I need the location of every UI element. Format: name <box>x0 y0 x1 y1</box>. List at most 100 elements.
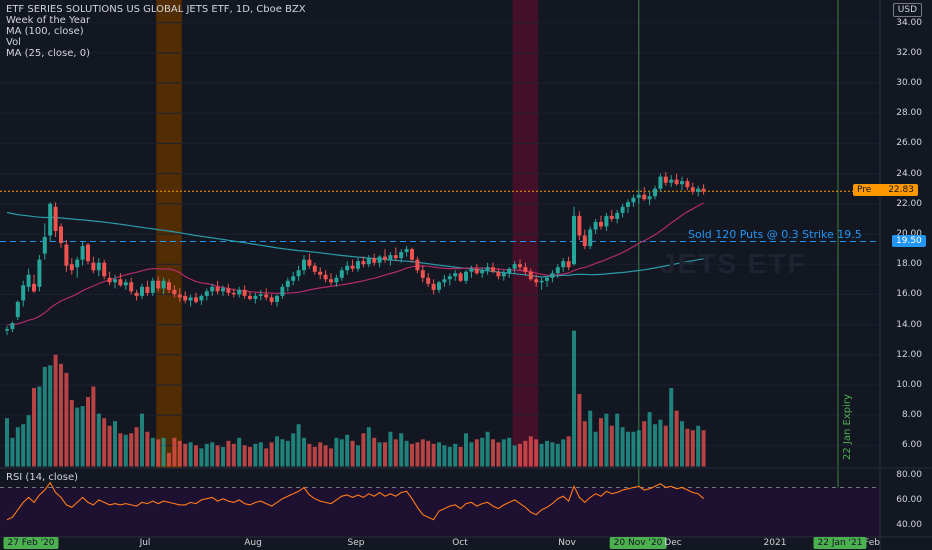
symbol-watermark: JETS ETF <box>660 248 807 279</box>
volume-bar <box>280 439 285 467</box>
volume-bar <box>32 387 36 467</box>
legend-title[interactable]: ETF SERIES SOLUTIONS US GLOBAL JETS ETF,… <box>6 4 306 15</box>
candle-body <box>609 215 614 219</box>
volume-bar <box>701 430 706 467</box>
candle-body <box>420 270 425 278</box>
candle-body <box>464 271 468 281</box>
volume-bar <box>626 431 630 467</box>
volume-bar <box>107 425 112 467</box>
rsi-tick-label: 40.00 <box>896 519 922 530</box>
price-tick-label: 34.00 <box>896 17 922 28</box>
volume-bar <box>150 437 155 467</box>
rsi-pane <box>0 481 880 538</box>
volume-bar <box>582 421 587 467</box>
candle-body <box>388 255 393 260</box>
volume-bar <box>102 418 107 467</box>
volume-bar <box>194 445 198 467</box>
expiry-note[interactable]: 22 Jan Expiry <box>842 394 853 460</box>
candle-body <box>383 256 387 260</box>
volume-bar <box>204 443 209 467</box>
legend-ma25[interactable]: MA (25, close, 0) <box>6 48 91 59</box>
candle-body <box>426 277 431 284</box>
volume-bar <box>172 437 177 467</box>
candle-body <box>318 271 323 275</box>
price-grid <box>0 22 880 446</box>
candle-body <box>339 270 344 278</box>
volume-bar <box>550 442 555 467</box>
volume-bar <box>458 446 463 467</box>
volume-bar <box>80 406 85 467</box>
volume-bar <box>410 443 414 467</box>
volume-bar <box>123 434 128 467</box>
volume-bar <box>620 427 625 467</box>
candle-body <box>415 259 420 271</box>
candle-body <box>647 196 652 200</box>
candle-body <box>210 286 215 292</box>
ma25-line <box>6 202 704 326</box>
legend-ma100[interactable]: MA (100, close) <box>6 26 84 37</box>
volume-bar <box>307 443 312 467</box>
volume-bar <box>669 387 674 467</box>
candle-body <box>539 280 544 283</box>
candle-body <box>242 289 247 296</box>
candle-body <box>615 212 620 219</box>
candle-body <box>653 188 657 197</box>
candle-body <box>523 267 528 272</box>
candle-body <box>237 289 242 295</box>
candle-body <box>167 282 171 290</box>
volume-bar <box>221 446 225 467</box>
volume-bars <box>5 330 706 467</box>
rsi-legend[interactable]: RSI (14, close) <box>6 472 79 483</box>
candle-body <box>447 276 452 280</box>
candle-body <box>161 280 166 289</box>
volume-bar <box>334 437 339 467</box>
currency-badge[interactable]: USD <box>892 3 922 17</box>
candle-body <box>404 249 409 253</box>
volume-bar <box>318 442 323 467</box>
rsi-line <box>6 481 704 521</box>
x-mid-badge: 20 Nov '20 <box>609 537 667 549</box>
candle-body <box>604 215 609 227</box>
candle-body <box>663 176 668 183</box>
candle-body <box>248 295 252 299</box>
volume-bar <box>539 443 544 467</box>
x-label-oct: Oct <box>452 538 468 548</box>
x-label-sep: Sep <box>347 538 365 548</box>
volume-bar <box>242 445 247 467</box>
volume-bar <box>512 445 517 467</box>
candle-body <box>690 187 695 192</box>
candle-body <box>96 262 101 271</box>
strike-line-badge: 19.50 <box>892 235 926 247</box>
candle-body <box>431 283 436 290</box>
candle-body <box>453 273 458 277</box>
volume-bar <box>361 433 366 467</box>
candle-body <box>86 244 90 262</box>
volume-bar <box>442 445 447 467</box>
volume-bar <box>377 442 382 467</box>
trade-annotation[interactable]: Sold 120 Puts @ 0.3 Strike 19.5 <box>688 228 862 241</box>
volume-bar <box>69 400 74 467</box>
candle-body <box>528 271 533 280</box>
candle-body <box>620 206 625 213</box>
volume-bar <box>631 431 636 467</box>
volume-bar <box>323 445 328 467</box>
volume-bar <box>167 452 171 467</box>
price-tick-label: 26.00 <box>896 138 922 149</box>
candle-body <box>577 215 582 236</box>
candle-body <box>69 264 74 271</box>
reference-lines <box>0 190 880 243</box>
legend-vol[interactable]: Vol <box>6 37 21 48</box>
candle-body <box>26 274 31 287</box>
candle-body <box>393 255 398 259</box>
volume-bar <box>566 436 571 467</box>
candle-body <box>37 259 42 287</box>
candle-body <box>658 176 663 189</box>
volume-bar <box>26 415 31 467</box>
volume-bar <box>264 448 269 467</box>
volume-bar <box>453 443 458 467</box>
candle-body <box>437 282 441 290</box>
chart-legend[interactable]: ETF SERIES SOLUTIONS US GLOBAL JETS ETF,… <box>6 4 306 59</box>
candle-body <box>177 294 182 298</box>
legend-week-of-year[interactable]: Week of the Year <box>6 15 91 26</box>
